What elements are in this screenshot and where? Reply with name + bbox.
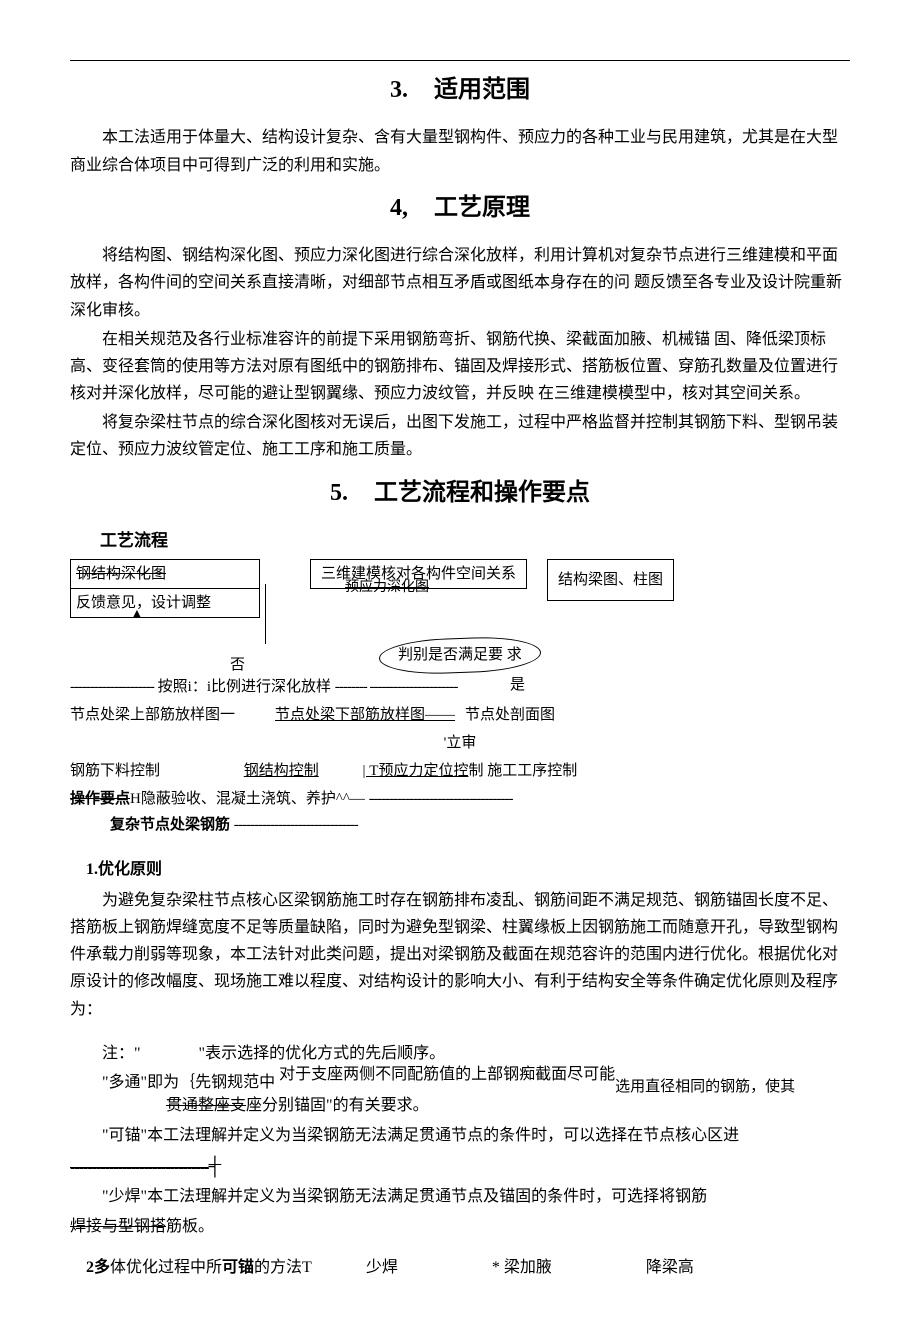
section-4-paragraph-2: 在相关规范及各行业标准容许的前提下采用钢筋弯折、钢筋代换、梁截面加腋、机械锚 固… (70, 326, 850, 408)
flow-negative-label: 否 (230, 653, 245, 677)
optimization-paragraph-4: "少焊"本工法理解并定义为当梁钢筋无法满足贯通节点及锚固的条件时，可选择将钢筋 (70, 1183, 850, 1210)
section-4-num: 4, (390, 195, 408, 221)
optimization-paragraph-3: "可锚"本工法理解并定义为当梁钢筋无法满足贯通节点的条件时，可以选择在节点核心区… (70, 1122, 850, 1149)
flow-diamond-decision: 判别是否满足要 求 (379, 635, 541, 676)
flow-box-feedback: 反馈意见，设计调整 (70, 589, 260, 618)
dash-op: ------------------------------------ (369, 791, 513, 807)
flow-sample-section: 节点处剖面图 (465, 707, 555, 723)
optimization-last-row: 2多体优化过程中所可锚的方法T 少焊 * 梁加腋 降梁高 (70, 1255, 850, 1281)
flowchart-label: 工艺流程 (100, 527, 850, 554)
flow-box-3d-model: 三维建模核对各构件空间关系 预应力深化图 (310, 559, 527, 589)
flow-control-row: 钢筋下料控制 钢结构控制 | T预应力定位控制 施工工序控制 (70, 759, 850, 783)
section-5-num: 5. (330, 480, 348, 506)
opt-p2-d: 座分别锚固"的有关要求。 (246, 1097, 429, 1114)
section-3-num: 3. (390, 77, 408, 103)
page-top-divider (70, 60, 850, 61)
dash-left: --------------------- (70, 679, 154, 695)
optimization-paragraph-4b: 焊接与型钢搭筋板。 (70, 1213, 850, 1240)
note-prefix: 注：" (102, 1045, 141, 1062)
flow-ctrl-steel: 钢结构控制 (244, 763, 319, 779)
flow-op-points-row: 操作要点H隐蔽验收、混凝土浇筑、养护^^— ------------------… (70, 787, 850, 811)
flow-ctrl-process: 制 施工工序控制 (468, 763, 577, 779)
opt-p2-struck: 贯通整座支 (166, 1097, 246, 1114)
section-4-paragraph-1: 将结构图、钢结构深化图、预应力深化图进行综合深化放样，利用计算机对复杂节点进行三… (70, 242, 850, 324)
flow-box-prestress-text: 预应力深化图 (345, 577, 429, 599)
opt-p2-a: "多通"即为｛先钢规范中 (102, 1074, 275, 1091)
opt-h2-pre: 2多 (86, 1259, 110, 1276)
section-4-title: 工艺原理 (434, 195, 530, 221)
opt-heading-2: 2多体优化过程中所可锚的方法T (86, 1259, 316, 1276)
flow-diamond-text: 判别是否满足要 求 (398, 645, 522, 666)
opt-p4-end: 筋板。 (166, 1218, 214, 1235)
optimization-paragraph-1: 为避免复杂梁柱节点核心区梁钢筋施工时存在钢筋排布凌乱、钢筋间距不满足规范、钢筋锚… (70, 887, 850, 1023)
flow-complex-node-row: 复杂节点处梁钢筋 ------------------------------- (110, 813, 850, 837)
section-4-paragraph-3: 将复杂梁柱节点的综合深化图核对无误后，出图下发施工，过程中严格监督并控制其钢筋下… (70, 409, 850, 463)
flow-scale-text: 按照i：i比例进行深化放样 (158, 679, 331, 695)
optimization-heading-1: 1.优化原则 (86, 857, 850, 883)
note-suffix: "表示选择的优化方式的先后顺序。 (199, 1045, 446, 1062)
opt-h2-end: 的方法T (254, 1259, 312, 1276)
opt-item-b: * 梁加腋 (492, 1259, 552, 1276)
flow-box-steel-deepening-text: 钢结构深化图 (76, 566, 166, 582)
connector-line-icon (265, 584, 266, 644)
flow-dashed-row-1: --------------------- 按照i：i比例进行深化放样 ----… (70, 675, 850, 699)
section-5-title: 工艺流程和操作要点 (374, 480, 590, 506)
flow-op-points-label: 操作要点 (70, 791, 130, 807)
opt-item-c: 降梁高 (646, 1259, 694, 1276)
section-3-title: 适用范围 (434, 77, 530, 103)
opt-h2-mid: 体优化过程中所 (110, 1259, 222, 1276)
opt-p2-c: 选用直径相同的钢筋，使其 (615, 1079, 795, 1095)
flow-complex-node-label: 复杂节点处梁钢筋 (110, 817, 230, 833)
flow-box-struct-drawing: 结构梁图、柱图 (547, 559, 674, 601)
section-3-paragraph: 本工法适用于体量大、结构设计复杂、含有大量型钢构件、预应力的各种工业与民用建筑，… (70, 124, 850, 178)
flow-op-points-rest: H隐蔽验收、混凝土浇筑、养护^^— (130, 791, 365, 807)
opt-p3-text: "可锚"本工法理解并定义为当梁钢筋无法满足贯通节点的条件时，可以选择在节点核心区… (102, 1127, 739, 1144)
optimization-paragraph-3b: --------------------------------┤ (70, 1151, 850, 1182)
flow-sample-top: 节点处梁上部筋放样图一 (70, 707, 235, 723)
arrow-icon: ▲ (130, 604, 144, 626)
flow-sample-bottom: 节点处梁下部筋放样图—— (275, 707, 455, 723)
optimization-note: 注：" "表示选择的优化方式的先后顺序。 (102, 1040, 850, 1067)
opt-p4-struck: 焊接与型钢搭 (70, 1218, 166, 1235)
opt-item-a: 少焊 (366, 1259, 398, 1276)
flow-ctrl-rebar: 钢筋下料控制 (70, 763, 160, 779)
flow-sample-row: 节点处梁上部筋放样图一 节点处梁下部筋放样图—— 节点处剖面图 (70, 703, 850, 727)
section-3-heading: 3. 适用范围 (70, 71, 850, 109)
opt-h2-mid2: 可锚 (222, 1259, 254, 1276)
section-5-heading: 5. 工艺流程和操作要点 (70, 474, 850, 512)
flow-lishen: '立审 (70, 731, 850, 755)
flow-box-steel-deepening: 钢结构深化图 (70, 559, 260, 589)
section-4-heading: 4, 工艺原理 (70, 189, 850, 227)
flow-positive-label: 是 (510, 673, 525, 697)
flow-ctrl-prestress: | T预应力定位控 (363, 763, 469, 779)
dash-right: -------- ---------------------- (335, 679, 458, 695)
dash-complex: ------------------------------- (234, 817, 358, 833)
flowchart-container: 工艺流程 钢结构深化图 反馈意见，设计调整 ▲ 三维建模核对各构件空间关系 预应… (70, 527, 850, 837)
opt-p2-b: 对于支座两侧不同配筋值的上部钢痴截面尽可能 (279, 1066, 615, 1083)
optimization-paragraph-2b: 的钢筋，使其贯通整座支座分别锚固"的有关要求。 (70, 1092, 850, 1119)
